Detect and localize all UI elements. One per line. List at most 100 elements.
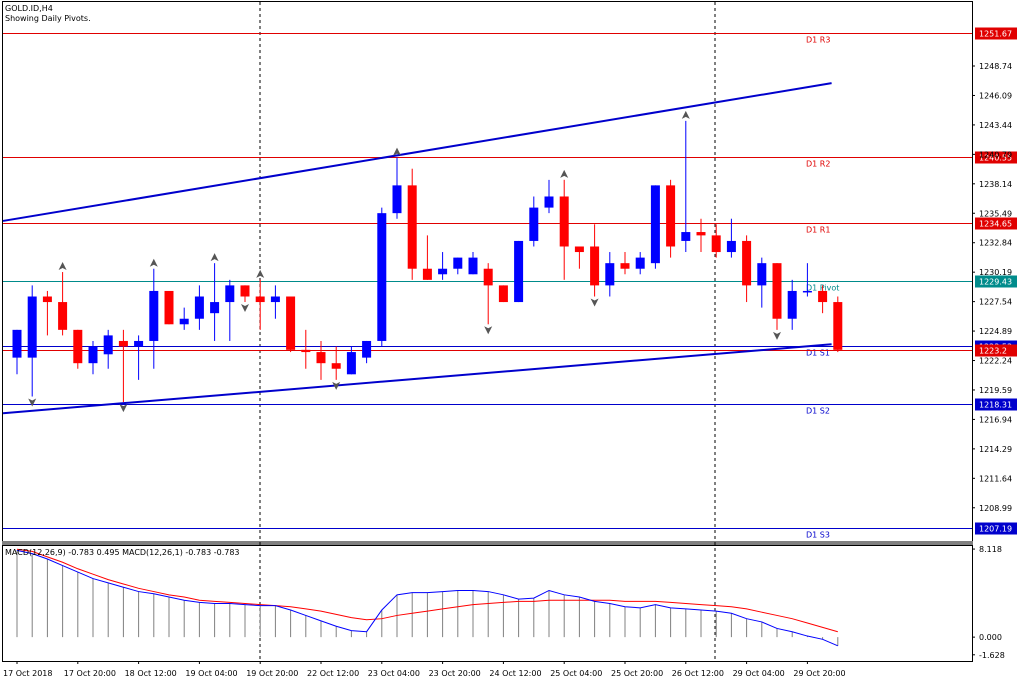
candle-body xyxy=(377,213,387,341)
pivot-price-tag xyxy=(975,275,1017,288)
trendline-layer xyxy=(2,82,832,415)
pivot-price-tag-text: 1240.55 xyxy=(979,154,1012,163)
candle-body xyxy=(149,290,159,341)
macd-tick-label: -1.628 xyxy=(979,651,1005,660)
candle-body xyxy=(422,268,432,280)
candle-body xyxy=(742,240,752,286)
candle-body xyxy=(346,352,356,375)
candle-body xyxy=(407,185,417,269)
candle-body xyxy=(772,263,782,319)
panel-separator xyxy=(2,541,973,545)
candle-body xyxy=(164,290,174,325)
macd-tick-label: 0.000 xyxy=(979,633,1002,642)
fractal-down-arrow xyxy=(590,298,599,307)
candle-body xyxy=(468,257,478,275)
candle-body xyxy=(194,296,204,319)
time-tick-label: 23 Oct 04:00 xyxy=(368,669,420,678)
candle-body xyxy=(833,302,843,350)
candle-body xyxy=(498,285,508,303)
price-tick-label: 1235.49 xyxy=(979,209,1012,218)
pivot-price-tag-text: 1229.43 xyxy=(979,278,1012,287)
candle-body xyxy=(529,207,539,241)
price-tick-label: 1238.14 xyxy=(979,180,1012,189)
candle-body xyxy=(818,290,828,303)
pivot-price-tag xyxy=(975,151,1017,164)
price-tick-label: 1246.09 xyxy=(979,91,1012,100)
price-tick-label: 1216.94 xyxy=(979,415,1012,424)
time-tick-label: 17 Oct 2018 xyxy=(3,669,52,678)
time-tick-label: 29 Oct 20:00 xyxy=(793,669,845,678)
fractal-up-arrow xyxy=(256,269,265,278)
time-tick-label: 24 Oct 12:00 xyxy=(489,669,541,678)
candle-body xyxy=(301,349,311,353)
price-axis: 1248.74 1246.09 1243.44 1240.79 1238.14 1235.… xyxy=(972,62,1012,513)
candle-body xyxy=(58,302,68,330)
current-price-tag xyxy=(975,344,1017,357)
pivot-label: D1 S1 xyxy=(806,349,830,358)
pivot-label: D1 R2 xyxy=(806,160,830,169)
fractal-down-arrow xyxy=(28,398,37,407)
price-tick-label: 1240.79 xyxy=(979,150,1012,159)
price-tick-label: 1208.99 xyxy=(979,504,1012,513)
candle-body xyxy=(362,340,372,358)
fractal-down-arrow xyxy=(484,326,493,335)
candle-body xyxy=(118,340,128,347)
candle-body xyxy=(27,296,37,358)
price-tick-label: 1227.54 xyxy=(979,298,1012,307)
price-tick-label: 1230.19 xyxy=(979,268,1012,277)
time-tick-label: 25 Oct 20:00 xyxy=(611,669,663,678)
fractal-down-arrow xyxy=(119,404,128,413)
candle-layer xyxy=(12,120,843,403)
price-tick-label: 1214.29 xyxy=(979,445,1012,454)
fractal-down-arrow xyxy=(241,304,249,313)
macd-main-line xyxy=(16,549,838,647)
candle-body xyxy=(42,296,52,303)
candle-body xyxy=(726,240,736,253)
time-axis: 17 Oct 2018 17 Oct 20:00 18 Oct 12:00 19 Oc… xyxy=(3,661,846,678)
candle-body xyxy=(605,263,615,286)
candle-body xyxy=(255,296,265,303)
candle-body xyxy=(453,257,463,269)
candle-body xyxy=(787,290,797,319)
pivot-label: D1 S2 xyxy=(806,407,830,416)
candle-body xyxy=(88,346,98,364)
fractal-up-arrow xyxy=(58,262,67,271)
pivot-label: D1 R3 xyxy=(806,36,830,45)
candle-body xyxy=(438,268,448,275)
candle-body xyxy=(635,257,645,269)
pivot-label: D1 R1 xyxy=(806,226,830,235)
pivot-price-tag-text: 1207.19 xyxy=(979,525,1012,534)
macd-layer: 8.118 0.000 -1.628 xyxy=(16,545,1005,660)
candle-body xyxy=(316,352,326,364)
candle-body xyxy=(574,246,584,253)
price-tick-label: 1222.24 xyxy=(979,357,1012,366)
price-tick-label: 1224.89 xyxy=(979,327,1012,336)
time-tick-label: 29 Oct 04:00 xyxy=(733,669,785,678)
chart-symbol-label: GOLD.ID,H4 xyxy=(5,4,53,13)
fractal-up-arrow xyxy=(560,169,569,178)
fractal-up-arrow xyxy=(210,253,219,262)
trendline-upper-channel xyxy=(2,82,832,222)
candle-body xyxy=(757,263,767,286)
candle-body xyxy=(650,185,660,264)
pivot-price-tag xyxy=(975,217,1017,230)
pivot-price-tag xyxy=(975,27,1017,40)
candle-body xyxy=(134,340,144,347)
chart-subtitle: Showing Daily Pivots. xyxy=(5,14,91,23)
candle-body xyxy=(179,318,189,325)
price-tick-label: 1232.84 xyxy=(979,239,1012,248)
time-tick-label: 26 Oct 12:00 xyxy=(672,669,724,678)
time-tick-label: 17 Oct 20:00 xyxy=(64,669,116,678)
time-tick-label: 22 Oct 12:00 xyxy=(307,669,359,678)
price-tick-label: 1248.74 xyxy=(979,62,1012,71)
candle-body xyxy=(103,335,113,355)
trendline-lower-channel xyxy=(2,343,832,415)
candle-body xyxy=(514,240,524,303)
fractal-up-arrow xyxy=(149,258,158,267)
time-tick-label: 25 Oct 04:00 xyxy=(550,669,602,678)
macd-label: MACD(12,26,9) -0.783 0.495 MACD(12,26,1)… xyxy=(5,548,240,557)
time-tick-label: 23 Oct 20:00 xyxy=(429,669,481,678)
candle-body xyxy=(240,285,250,297)
